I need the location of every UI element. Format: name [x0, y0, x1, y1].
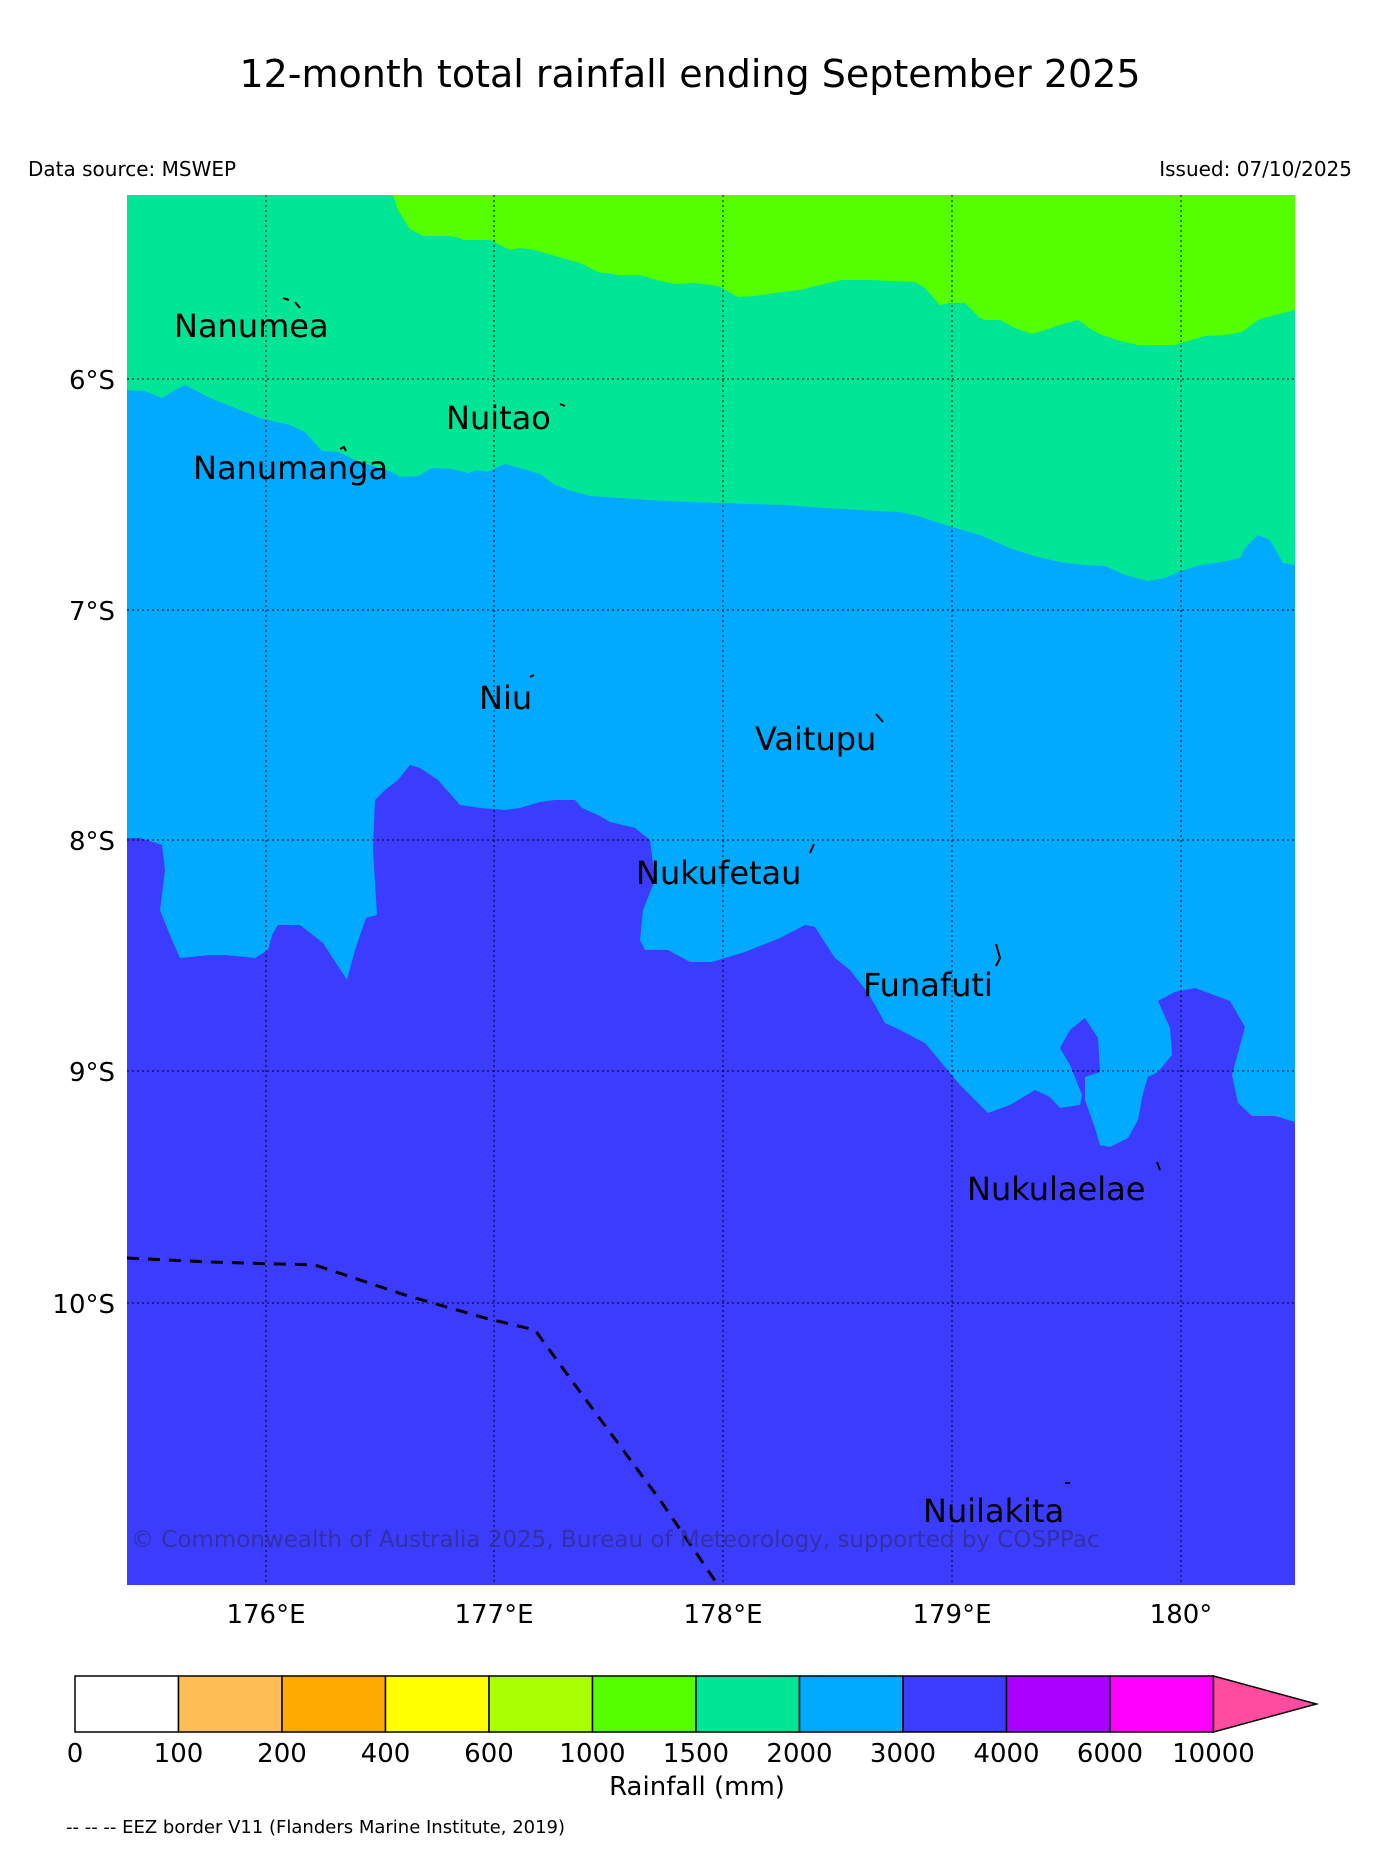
lon-label: 180°	[1150, 1600, 1213, 1630]
colorbar-tick-label: 1000	[559, 1739, 625, 1769]
colorbar-tick-label: 1500	[663, 1739, 729, 1769]
colorbar-swatch	[281, 1675, 387, 1733]
lon-label: 177°E	[454, 1600, 533, 1630]
colorbar-extend-arrow	[1212, 1675, 1320, 1733]
zone-1000-1500	[393, 195, 1295, 345]
lat-label: 10°S	[52, 1290, 115, 1320]
island-label-nukulaelae: Nukulaelae	[967, 1170, 1145, 1208]
colorbar-swatch	[177, 1675, 283, 1733]
colorbar-tick-label: 200	[257, 1739, 307, 1769]
colorbar-tick-label: 4000	[973, 1739, 1039, 1769]
eez-border	[127, 1256, 720, 1585]
colorbar-tick-label: 400	[361, 1739, 411, 1769]
island-shape-nukufetau	[809, 843, 815, 854]
latitude-labels: 6°S 7°S 8°S 9°S 10°S	[52, 366, 115, 1320]
colorbar: 0 100 200 400 600 1000 1500 2000 3000 4000 6000 100…	[67, 1675, 1320, 1769]
colorbar-swatch	[695, 1675, 801, 1733]
island-label-nuitao: Nuitao	[446, 399, 551, 437]
lon-label: 179°E	[912, 1600, 991, 1630]
lon-label: 178°E	[683, 1600, 762, 1630]
lat-label: 7°S	[69, 597, 115, 627]
island-shape-niu	[529, 674, 535, 678]
map-area: Nanumea Nuitao Nanumanga Niu Vaitupu Nuk…	[127, 195, 1295, 1585]
island-shape-nukulaelae	[1156, 1161, 1161, 1171]
island-label-nuilakita: Nuilakita	[923, 1492, 1064, 1530]
colorbar-tick-label: 100	[154, 1739, 204, 1769]
lon-label: 176°E	[226, 1600, 305, 1630]
colorbar-swatch	[384, 1675, 490, 1733]
data-source-label: Data source: MSWEP	[28, 157, 237, 181]
lat-label: 6°S	[69, 366, 115, 396]
colorbar-swatch	[591, 1675, 697, 1733]
island-shape-nanumanga	[339, 445, 347, 452]
colorbar-swatch	[902, 1675, 1008, 1733]
colorbar-label: Rainfall (mm)	[609, 1772, 785, 1802]
colorbar-swatch	[1109, 1675, 1215, 1733]
eez-footnote: -- -- -- EEZ border V11 (Flanders Marine…	[66, 1817, 566, 1838]
lat-label: 9°S	[69, 1058, 115, 1088]
lat-label: 8°S	[69, 827, 115, 857]
colorbar-tick-label: 2000	[766, 1739, 832, 1769]
colorbar-tick-label: 3000	[870, 1739, 936, 1769]
island-label-funafuti: Funafuti	[863, 966, 993, 1004]
colorbar-tick-label: 6000	[1077, 1739, 1143, 1769]
map-title: 12-month total rainfall ending September…	[239, 52, 1141, 96]
colorbar-tick-label: 600	[464, 1739, 514, 1769]
island-label-nanumea: Nanumea	[174, 307, 329, 345]
colorbar-swatch	[798, 1675, 904, 1733]
issued-date-label: Issued: 07/10/2025	[1159, 157, 1352, 181]
island-label-niu: Niu	[479, 679, 532, 717]
longitude-labels: 176°E 177°E 178°E 179°E 180°	[226, 1600, 1212, 1630]
colorbar-swatch	[74, 1675, 180, 1733]
island-shape-funafuti	[995, 943, 1002, 967]
island-shape-vaitupu	[875, 713, 884, 723]
grid-lines	[127, 195, 1295, 1585]
colorbar-tick-label: 0	[67, 1739, 84, 1769]
colorbar-swatch	[1005, 1675, 1111, 1733]
colorbar-tick-label: 10000	[1172, 1739, 1255, 1769]
colorbar-swatch	[488, 1675, 594, 1733]
copyright-notice: © Commonwealth of Australia 2025, Bureau…	[131, 1527, 1100, 1553]
island-shape-nanumea	[282, 297, 301, 309]
island-shape-nuitao	[559, 403, 566, 407]
island-label-vaitupu: Vaitupu	[755, 720, 876, 758]
island-label-nukufetau: Nukufetau	[636, 854, 801, 892]
island-label-nanumanga: Nanumanga	[193, 449, 388, 487]
island-shapes	[282, 297, 1161, 1484]
